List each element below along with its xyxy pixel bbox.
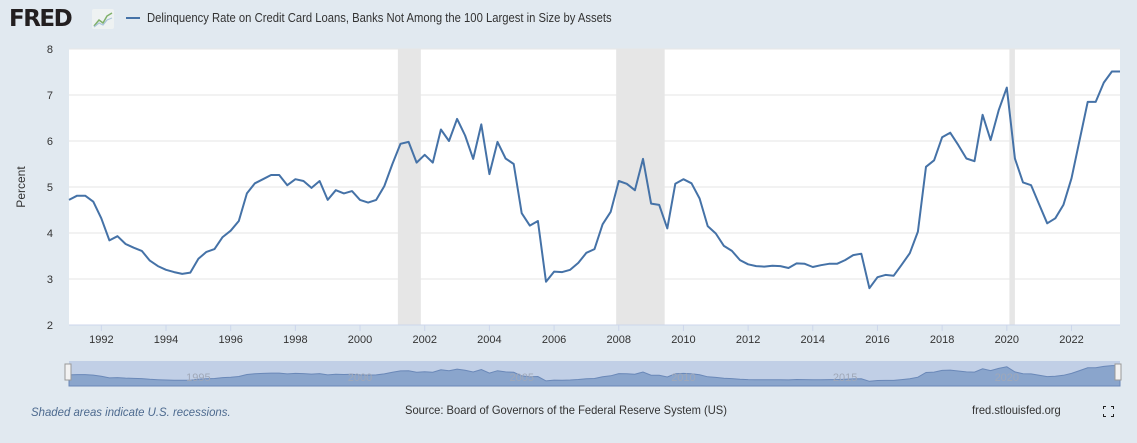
y-axis-label: Percent [14, 166, 28, 208]
navigator-left-handle[interactable] [64, 363, 72, 381]
y-tick-label: 7 [47, 90, 53, 102]
y-tick-label: 3 [47, 274, 53, 286]
navigator-tick-label: 2005 [509, 372, 533, 384]
x-tick-label: 1992 [89, 334, 113, 346]
x-tick-label: 2018 [930, 334, 954, 346]
x-tick-label: 1994 [154, 334, 178, 346]
navigator-tick-label: 2015 [833, 372, 857, 384]
x-tick-label: 2002 [412, 334, 436, 346]
chart-legend: Delinquency Rate on Credit Card Loans, B… [126, 11, 663, 25]
x-tick-label: 2008 [607, 334, 631, 346]
x-tick-label: 2006 [542, 334, 566, 346]
x-tick-label: 1998 [283, 334, 307, 346]
navigator-tick-label: 2000 [348, 372, 372, 384]
source-text: Source: Board of Governors of the Federa… [405, 403, 727, 417]
x-tick-label: 1996 [218, 334, 242, 346]
x-tick-label: 2022 [1059, 334, 1083, 346]
x-tick-label: 2004 [477, 334, 501, 346]
navigator[interactable]: 1995 2000 2005 2010 2015 2020 [64, 361, 1122, 387]
legend-line-swatch [126, 17, 140, 19]
fred-chart-logo-icon [92, 9, 114, 29]
navigator-tick-label: 2020 [995, 372, 1019, 384]
site-link[interactable]: fred.stlouisfed.org [972, 403, 1061, 417]
navigator-tick-label: 2010 [671, 372, 695, 384]
fullscreen-icon[interactable] [1103, 406, 1114, 417]
x-tick-label: 2016 [865, 334, 889, 346]
y-tick-label: 8 [47, 44, 53, 56]
x-tick-label: 2020 [995, 334, 1019, 346]
fred-logo[interactable]: FRED [9, 6, 73, 32]
y-tick-label: 2 [47, 320, 53, 332]
y-tick-label: 6 [47, 136, 53, 148]
navigator-series-area [68, 365, 1121, 387]
y-tick-label: 4 [47, 228, 53, 240]
x-tick-label: 2014 [801, 334, 825, 346]
series-line [68, 70, 1120, 290]
navigator-tick-label: 1995 [186, 372, 210, 384]
navigator-right-handle[interactable] [1114, 363, 1122, 381]
x-tick-label: 2000 [348, 334, 372, 346]
x-tick-label: 2012 [736, 334, 760, 346]
x-tick-label: 2010 [671, 334, 695, 346]
recession-note: Shaded areas indicate U.S. recessions. [31, 405, 231, 419]
y-tick-label: 5 [47, 182, 53, 194]
series-title: Delinquency Rate on Credit Card Loans, B… [147, 11, 612, 25]
